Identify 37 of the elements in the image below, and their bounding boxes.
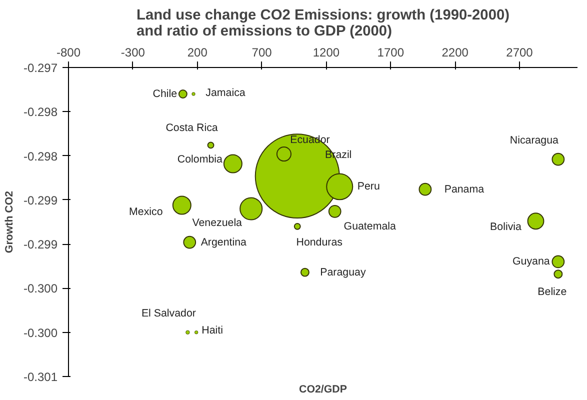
y-tick-label: -0.299 xyxy=(23,238,58,252)
x-tick-label: 2700 xyxy=(506,46,534,60)
series-label: Paraguay xyxy=(320,266,366,278)
series-label: Belize xyxy=(538,286,567,298)
series-label: El Salvador xyxy=(141,307,196,320)
series-label: Jamaica xyxy=(206,86,246,99)
y-tick-label: -0.297 xyxy=(23,61,58,75)
y-tick-label: -0.300 xyxy=(23,326,58,340)
x-tick-label: 2200 xyxy=(442,46,469,60)
series-label: Haiti xyxy=(202,324,223,336)
series-label: Peru xyxy=(357,180,380,193)
x-tick-label: -300 xyxy=(120,46,146,60)
series-label: Panama xyxy=(444,183,484,196)
y-tick-label: -0.298 xyxy=(23,105,58,120)
series-label: Mexico xyxy=(129,206,163,218)
x-axis-title: CO2/GDP xyxy=(299,384,347,396)
series-label: Venezuela xyxy=(192,216,242,229)
y-tick-label: -0.299 xyxy=(23,193,58,208)
series-label: Honduras xyxy=(296,236,342,248)
x-tick-label: 1200 xyxy=(312,46,340,60)
series-label: Argentina xyxy=(200,236,247,248)
chart-title: Land use change CO2 Emissions: growth (1990-2000) and ratio of emissions to GDP (2000) xyxy=(136,8,510,40)
series-label: Guyana xyxy=(512,256,550,268)
y-tick-label: -0.298 xyxy=(23,149,58,164)
y-axis-title: Growth CO2 xyxy=(3,190,16,254)
series-label: Guatemala xyxy=(344,220,396,232)
x-tick-label: 1700 xyxy=(377,46,404,60)
x-tick-label: -800 xyxy=(56,46,81,60)
series-label: Colombia xyxy=(177,154,223,166)
series-label: Nicaragua xyxy=(510,134,559,146)
y-tick-label: -0.300 xyxy=(23,282,58,296)
x-tick-label: 200 xyxy=(187,46,208,60)
series-label: Chile xyxy=(152,88,178,100)
series-label: Costa Rica xyxy=(166,122,218,134)
x-tick-label: 700 xyxy=(252,46,272,60)
series-label: Bolivia xyxy=(490,221,522,234)
y-tick-label: -0.301 xyxy=(23,370,58,384)
